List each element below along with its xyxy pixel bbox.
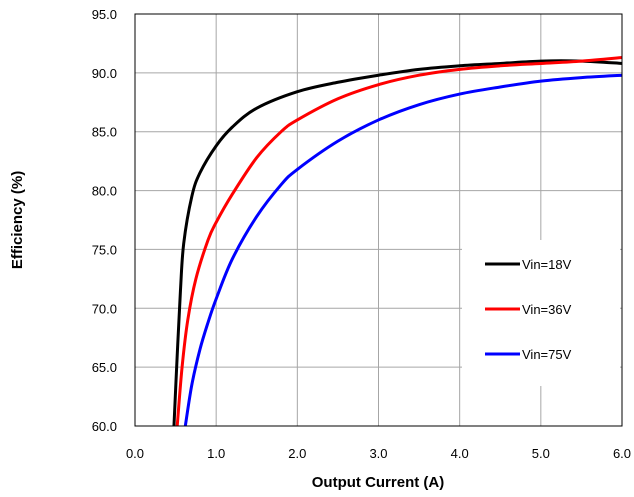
y-tick-label: 95.0	[92, 7, 117, 22]
legend-label-1: Vin=18V	[522, 257, 572, 272]
x-tick-label: 0.0	[126, 446, 144, 461]
x-tick-labels: 0.0 1.0 2.0 3.0 4.0 5.0 6.0	[126, 446, 631, 461]
x-tick-label: 1.0	[207, 446, 225, 461]
x-tick-label: 2.0	[288, 446, 306, 461]
x-axis-title: Output Current (A)	[312, 474, 444, 491]
y-tick-label: 75.0	[92, 242, 117, 257]
legend-label-3: Vin=75V	[522, 347, 572, 362]
y-tick-labels: 60.0 65.0 70.0 75.0 80.0 85.0 90.0 95.0	[92, 7, 117, 434]
series-lines	[172, 56, 622, 426]
y-tick-label: 60.0	[92, 419, 117, 434]
legend: Vin=18V Vin=36V Vin=75V	[462, 240, 620, 386]
y-tick-label: 80.0	[92, 184, 117, 199]
series-line-3	[183, 73, 622, 426]
x-tick-label: 4.0	[451, 446, 469, 461]
plot-border	[134, 13, 623, 427]
legend-label-2: Vin=36V	[522, 302, 572, 317]
y-tick-label: 85.0	[92, 125, 117, 140]
x-tick-label: 6.0	[613, 446, 631, 461]
x-tick-label: 3.0	[369, 446, 387, 461]
series-line-1	[172, 59, 622, 426]
series-line-2	[175, 56, 622, 426]
y-axis-title: Efficiency (%)	[9, 171, 26, 269]
x-tick-label: 5.0	[532, 446, 550, 461]
y-tick-label: 70.0	[92, 301, 117, 316]
y-tick-label: 90.0	[92, 66, 117, 81]
y-tick-label: 65.0	[92, 360, 117, 375]
